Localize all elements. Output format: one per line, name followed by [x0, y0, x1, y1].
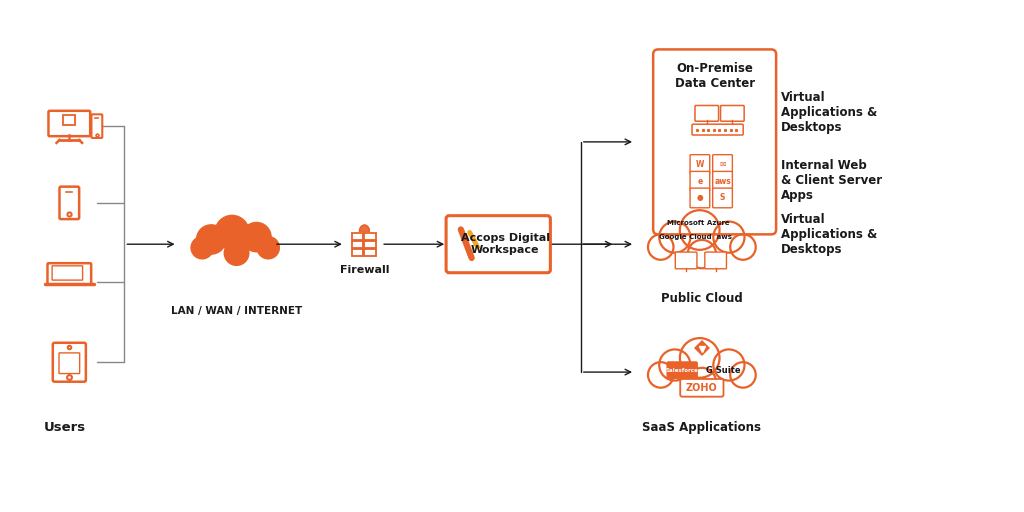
- FancyBboxPatch shape: [63, 115, 75, 125]
- FancyBboxPatch shape: [653, 50, 776, 234]
- FancyBboxPatch shape: [48, 111, 90, 136]
- Text: Microsoft Azure: Microsoft Azure: [667, 220, 729, 226]
- FancyBboxPatch shape: [675, 252, 697, 269]
- Text: Salesforce: Salesforce: [666, 368, 698, 373]
- Text: Public Cloud: Public Cloud: [660, 292, 742, 305]
- FancyBboxPatch shape: [713, 155, 732, 175]
- Text: ZOHO: ZOHO: [686, 383, 718, 393]
- Circle shape: [256, 236, 280, 260]
- Circle shape: [648, 234, 674, 260]
- Circle shape: [659, 222, 690, 253]
- Circle shape: [680, 210, 720, 250]
- Text: W: W: [695, 160, 705, 169]
- Text: ●: ●: [696, 194, 703, 202]
- Circle shape: [241, 222, 271, 252]
- FancyBboxPatch shape: [705, 252, 726, 269]
- FancyBboxPatch shape: [713, 172, 732, 191]
- Text: On-Premise
Data Center: On-Premise Data Center: [675, 62, 755, 90]
- FancyBboxPatch shape: [446, 216, 550, 273]
- FancyBboxPatch shape: [721, 105, 744, 121]
- FancyBboxPatch shape: [690, 188, 710, 208]
- Text: ✉: ✉: [719, 160, 726, 169]
- FancyBboxPatch shape: [59, 353, 80, 374]
- Bar: [365, 241, 376, 248]
- Bar: [351, 249, 364, 255]
- FancyBboxPatch shape: [692, 124, 743, 135]
- Circle shape: [688, 368, 716, 396]
- FancyBboxPatch shape: [59, 187, 79, 219]
- Text: S: S: [720, 194, 725, 202]
- Bar: [365, 249, 376, 255]
- FancyBboxPatch shape: [53, 343, 86, 382]
- FancyBboxPatch shape: [690, 172, 710, 191]
- FancyBboxPatch shape: [695, 105, 719, 121]
- Text: SaaS Applications: SaaS Applications: [642, 421, 762, 434]
- Text: Users: Users: [43, 421, 85, 434]
- FancyBboxPatch shape: [667, 361, 698, 379]
- Circle shape: [680, 338, 720, 378]
- Circle shape: [688, 240, 716, 268]
- Text: Google Cloud  aws: Google Cloud aws: [659, 234, 732, 240]
- Circle shape: [659, 349, 690, 380]
- FancyBboxPatch shape: [680, 379, 724, 397]
- FancyBboxPatch shape: [690, 155, 710, 175]
- Bar: [365, 233, 376, 240]
- Circle shape: [730, 234, 756, 260]
- Text: Accops Digital
Workspace: Accops Digital Workspace: [461, 233, 550, 255]
- FancyBboxPatch shape: [52, 266, 83, 280]
- FancyBboxPatch shape: [47, 263, 91, 285]
- Circle shape: [190, 236, 214, 260]
- Circle shape: [214, 215, 250, 250]
- Circle shape: [714, 222, 744, 253]
- Text: Firewall: Firewall: [340, 265, 389, 275]
- Text: G Suite: G Suite: [707, 366, 740, 375]
- Polygon shape: [359, 225, 370, 231]
- Bar: [351, 241, 364, 248]
- FancyBboxPatch shape: [713, 188, 732, 208]
- Bar: [351, 233, 364, 240]
- Circle shape: [730, 362, 756, 388]
- Text: Virtual
Applications &
Desktops: Virtual Applications & Desktops: [781, 213, 878, 256]
- Circle shape: [714, 349, 744, 380]
- Circle shape: [223, 240, 250, 266]
- Text: Internal Web
& Client Server
Apps: Internal Web & Client Server Apps: [781, 159, 882, 202]
- Circle shape: [648, 362, 674, 388]
- Text: LAN / WAN / INTERNET: LAN / WAN / INTERNET: [171, 306, 302, 316]
- Text: e: e: [697, 177, 702, 186]
- FancyBboxPatch shape: [91, 114, 102, 138]
- Text: Virtual
Applications &
Desktops: Virtual Applications & Desktops: [781, 91, 878, 134]
- Text: aws: aws: [714, 177, 731, 186]
- Circle shape: [196, 224, 226, 255]
